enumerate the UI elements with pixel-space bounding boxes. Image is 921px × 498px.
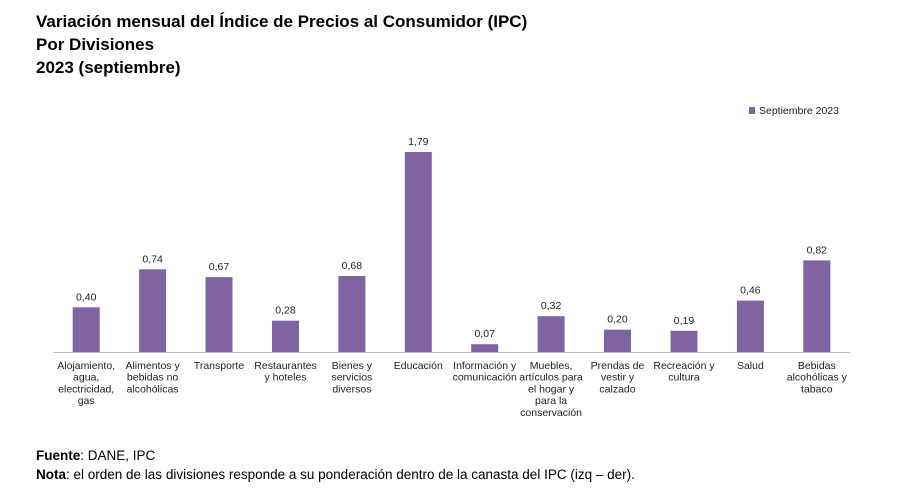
title-line-2: Por Divisiones — [36, 35, 155, 54]
bar — [670, 330, 698, 352]
value-labels-group: 0,40 0,74 0,67 0,28 0,68 1,79 0,07 0,32 0,20 0,19… — [76, 136, 827, 340]
title-line-3: 2023 (septiembre) — [36, 58, 181, 77]
category-label: Alimentos y bebidas no alcohólicas — [125, 360, 180, 395]
bar-value-label: 0,28 — [275, 305, 296, 317]
bar-value-label: 0,07 — [474, 328, 495, 340]
category-label: Muebles, artículos para el hogar y para la c… — [519, 360, 583, 419]
chart-footer: Fuente: DANE, IPC Nota: el orden de las … — [36, 446, 635, 484]
source-text: : DANE, IPC — [80, 448, 156, 463]
bar-value-label: 0,68 — [342, 260, 363, 272]
bar-value-label: 0,32 — [541, 300, 562, 312]
bar — [139, 269, 167, 352]
category-label: Recreación y cultura — [653, 360, 715, 384]
bar — [803, 260, 831, 352]
bar — [604, 329, 631, 352]
bar — [338, 276, 366, 352]
bar-value-label: 1,79 — [408, 136, 429, 148]
category-label: Alojamiento, agua, electricidad, gas — [57, 360, 115, 407]
bar — [72, 307, 100, 352]
category-label: Bebidas alcohólicas y tabaco — [787, 360, 848, 395]
legend-label: Septiembre 2023 — [759, 105, 839, 117]
bar-value-label: 0,67 — [209, 261, 230, 273]
category-label: Bienes y servicios diversos — [331, 360, 372, 395]
bar — [537, 316, 565, 352]
legend: Septiembre 2023 — [749, 105, 839, 117]
bar — [471, 344, 499, 352]
bar-value-label: 0,74 — [142, 253, 163, 265]
category-label: Prendas de vestir y calzado — [591, 360, 645, 395]
bar-value-label: 0,20 — [607, 314, 628, 326]
note-text: : el orden de las divisiones responde a … — [66, 467, 635, 482]
bar-value-label: 0,46 — [740, 285, 761, 297]
category-label: Información y comunicación — [453, 360, 517, 384]
legend-swatch — [749, 107, 755, 114]
bar — [272, 320, 299, 352]
note-label: Nota — [36, 467, 66, 482]
category-label: Educación — [394, 360, 443, 372]
bar-chart: Septiembre 2023 0,40 0,74 0,67 0,28 0,68 1,79… — [53, 105, 850, 419]
category-label: Restaurantes y hoteles — [254, 360, 316, 384]
category-labels-group: Alojamiento, agua, electricidad, gas Aliment… — [57, 360, 847, 419]
bar-value-label: 0,19 — [674, 315, 695, 327]
title-line-1: Variación mensual del Índice de Precios … — [36, 12, 528, 31]
bar — [404, 152, 432, 352]
category-label: Salud — [737, 360, 764, 372]
bars-group — [72, 152, 831, 352]
bar-value-label: 0,40 — [76, 291, 97, 303]
source-label: Fuente — [36, 448, 81, 463]
chart-title: Variación mensual del Índice de Precios … — [36, 10, 527, 79]
bar-value-label: 0,82 — [807, 244, 828, 256]
bar — [205, 277, 233, 352]
bar — [736, 300, 764, 352]
category-label: Transporte — [194, 360, 245, 372]
note-line: Nota: el orden de las divisiones respond… — [36, 465, 635, 484]
source-line: Fuente: DANE, IPC — [36, 446, 635, 465]
